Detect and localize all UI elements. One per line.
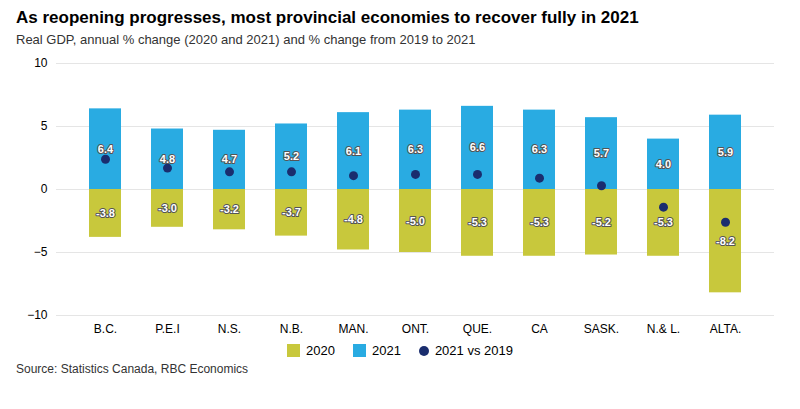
svg-text:-3.7: -3.7	[282, 206, 301, 218]
svg-text:6.3: 6.3	[532, 143, 547, 155]
svg-text:5: 5	[41, 119, 48, 133]
svg-text:−10: −10	[27, 308, 48, 322]
html-text:Source: Statistics Canada, RBC: Source: Statistics Canada, RBC Economics	[16, 362, 249, 376]
svg-text:4.8: 4.8	[160, 153, 175, 165]
html-text:2020: 2020	[306, 343, 335, 358]
svg-text:-4.8: -4.8	[344, 213, 363, 225]
svg-text:N.B.: N.B.	[280, 322, 303, 336]
svg-text:6.6: 6.6	[470, 141, 485, 153]
html-text:2021: 2021	[372, 343, 401, 358]
svg-text:-5.3: -5.3	[530, 216, 549, 228]
svg-text:B.C.: B.C.	[94, 322, 117, 336]
svg-text:SASK.: SASK.	[584, 322, 619, 336]
html-text:2021 vs 2019: 2021 vs 2019	[434, 343, 513, 358]
svg-text:-8.2: -8.2	[716, 235, 735, 247]
svg-text:−5: −5	[34, 245, 48, 259]
svg-text:N.S.: N.S.	[218, 322, 241, 336]
svg-text:ONT.: ONT.	[402, 322, 429, 336]
svg-text:N.& L.: N.& L.	[647, 322, 680, 336]
svg-text:-5.3: -5.3	[654, 216, 673, 228]
svg-text:4.7: 4.7	[222, 153, 237, 165]
svg-text:6.1: 6.1	[346, 145, 361, 157]
svg-text:-5.2: -5.2	[592, 216, 611, 228]
svg-text:-3.8: -3.8	[96, 207, 115, 219]
html-text:As reopening progresses, most: As reopening progresses, most provincial…	[16, 8, 639, 27]
svg-text:5.9: 5.9	[718, 146, 733, 158]
html-text:Real GDP, annual % change (202: Real GDP, annual % change (2020 and 2021…	[16, 32, 476, 47]
svg-text:P.E.I: P.E.I	[155, 322, 179, 336]
svg-text:10: 10	[34, 56, 48, 70]
svg-text:6.4: 6.4	[98, 143, 114, 155]
svg-text:ALTA.: ALTA.	[710, 322, 742, 336]
svg-text:-5.3: -5.3	[468, 216, 487, 228]
svg-text:4.0: 4.0	[656, 158, 671, 170]
svg-text:-5.0: -5.0	[406, 215, 425, 227]
svg-text:5.7: 5.7	[594, 147, 609, 159]
svg-text:MAN.: MAN.	[339, 322, 369, 336]
svg-text:5.2: 5.2	[284, 150, 299, 162]
svg-text:QUE.: QUE.	[463, 322, 492, 336]
svg-text:0: 0	[41, 182, 48, 196]
svg-text:-3.2: -3.2	[220, 203, 239, 215]
svg-text:CA: CA	[531, 322, 548, 336]
svg-text:-3.0: -3.0	[158, 202, 177, 214]
svg-text:6.3: 6.3	[408, 143, 423, 155]
